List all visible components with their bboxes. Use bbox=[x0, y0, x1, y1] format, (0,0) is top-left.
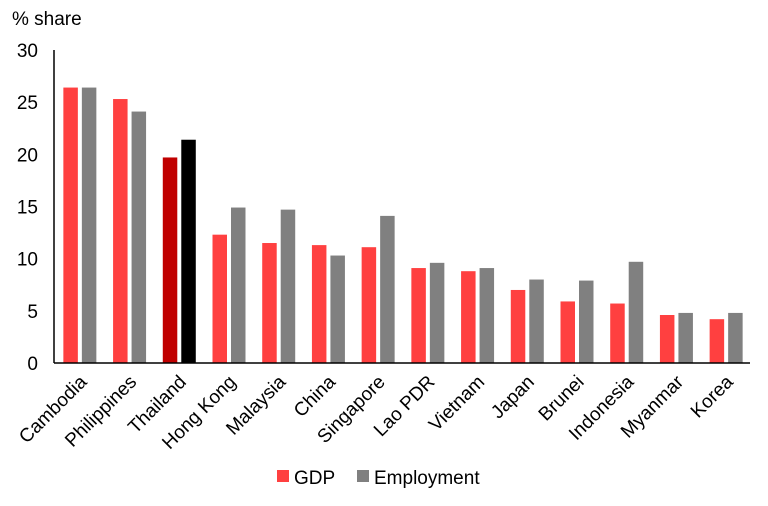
bar-gdp-singapore bbox=[361, 247, 377, 363]
bar-employment-hong-kong bbox=[231, 207, 246, 363]
bar-employment-singapore bbox=[380, 215, 395, 363]
bar-employment-thailand bbox=[181, 139, 196, 363]
y-tick-label: 0 bbox=[27, 354, 38, 375]
bar-gdp-korea bbox=[709, 319, 725, 363]
bar-gdp-brunei bbox=[560, 301, 575, 363]
bar-gdp-indonesia bbox=[610, 303, 625, 363]
bar-employment-vietnam bbox=[479, 268, 495, 363]
bar-employment-malaysia bbox=[280, 209, 296, 363]
y-tick-label: 5 bbox=[27, 302, 38, 323]
bar-employment-philippines bbox=[131, 111, 147, 363]
x-tick-label: Vietnam bbox=[425, 372, 489, 436]
y-tick-label: 15 bbox=[17, 198, 38, 219]
bar-employment-indonesia bbox=[628, 261, 644, 363]
bar-gdp-myanmar bbox=[659, 315, 675, 363]
x-tick-label: Japan bbox=[487, 372, 538, 423]
bar-gdp-japan bbox=[510, 289, 526, 363]
x-tick-label: Korea bbox=[687, 371, 738, 422]
legend-swatch-employment bbox=[357, 470, 369, 482]
legend-label-gdp: GDP bbox=[294, 468, 335, 489]
bar-employment-japan bbox=[529, 279, 544, 363]
bar-gdp-hong-kong bbox=[212, 234, 227, 363]
bar-gdp-vietnam bbox=[461, 271, 476, 363]
bar-gdp-cambodia bbox=[63, 87, 78, 363]
y-tick-label: 25 bbox=[17, 93, 38, 114]
bar-employment-china bbox=[330, 255, 345, 363]
bar-employment-lao-pdr bbox=[429, 262, 445, 363]
bar-employment-brunei bbox=[579, 280, 594, 363]
y-tick-label: 10 bbox=[17, 250, 38, 271]
legend-label-employment: Employment bbox=[374, 468, 480, 489]
y-tick-label: 30 bbox=[17, 41, 38, 62]
bar-employment-korea bbox=[728, 312, 743, 363]
y-axis-label: % share bbox=[12, 9, 82, 30]
bar-employment-cambodia bbox=[81, 87, 97, 363]
bar-gdp-lao-pdr bbox=[411, 268, 426, 363]
bar-gdp-china bbox=[311, 245, 327, 363]
bar-gdp-philippines bbox=[113, 99, 128, 363]
bar-gdp-malaysia bbox=[262, 243, 277, 363]
bar-employment-myanmar bbox=[678, 312, 693, 363]
bar-gdp-thailand bbox=[162, 157, 178, 363]
legend-swatch-gdp bbox=[277, 470, 289, 482]
legend: GDP Employment bbox=[277, 468, 480, 489]
y-tick-label: 20 bbox=[17, 145, 38, 166]
